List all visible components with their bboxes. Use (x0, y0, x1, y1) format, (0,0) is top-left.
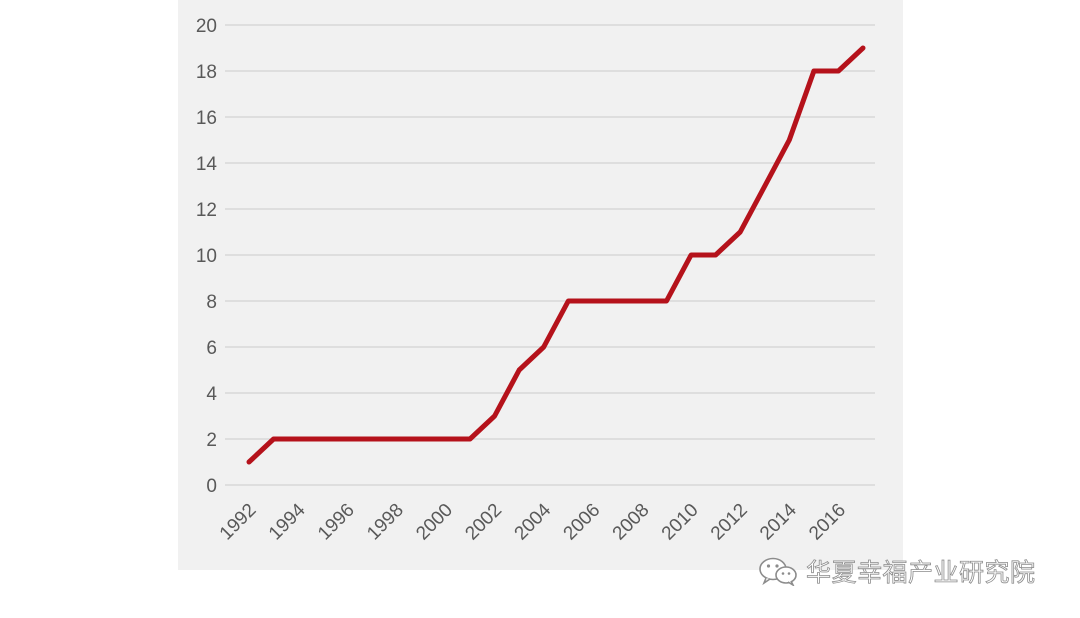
x-tick-label: 2016 (805, 500, 850, 545)
series-line (246, 45, 866, 465)
x-tick-label: 2014 (756, 499, 801, 544)
x-tick-label: 2002 (461, 500, 506, 545)
y-tick-label: 18 (196, 62, 217, 83)
y-tick-label: 10 (196, 246, 217, 267)
gridlines (225, 24, 875, 486)
watermark: 华夏幸福产业研究院 (758, 553, 1036, 589)
x-tick-label: 1994 (265, 499, 310, 544)
x-tick-label: 2000 (412, 500, 457, 545)
y-tick-label: 12 (196, 200, 217, 221)
x-tick-label: 1996 (314, 500, 359, 545)
x-tick-label: 2012 (707, 500, 752, 545)
x-tick-label: 1998 (363, 500, 408, 545)
y-tick-label: 0 (206, 476, 217, 497)
x-tick-label: 1992 (216, 500, 261, 545)
y-axis-ticks: 0 2 4 6 8 10 12 14 16 18 20 (196, 16, 218, 497)
y-tick-label: 4 (206, 384, 217, 405)
x-tick-label: 2006 (560, 500, 605, 545)
chart-panel: 0 2 4 6 8 10 12 14 16 18 20 1992 1994 1996 1998 2000 20… (178, 0, 903, 570)
y-tick-label: 6 (206, 338, 217, 359)
series-layer (246, 45, 866, 465)
y-tick-label: 20 (196, 16, 217, 37)
x-tick-label: 2008 (609, 500, 654, 545)
x-tick-label: 2010 (658, 500, 703, 545)
x-axis-ticks: 1992 1994 1996 1998 2000 2002 2004 2006 2008 2010… (216, 499, 850, 544)
y-tick-label: 14 (196, 154, 218, 175)
watermark-text: 华夏幸福产业研究院 (806, 558, 1036, 588)
y-tick-label: 8 (206, 292, 217, 313)
y-tick-label: 16 (196, 108, 217, 129)
x-tick-label: 2004 (511, 499, 556, 544)
y-tick-label: 2 (206, 430, 217, 451)
wechat-icon (758, 556, 798, 586)
